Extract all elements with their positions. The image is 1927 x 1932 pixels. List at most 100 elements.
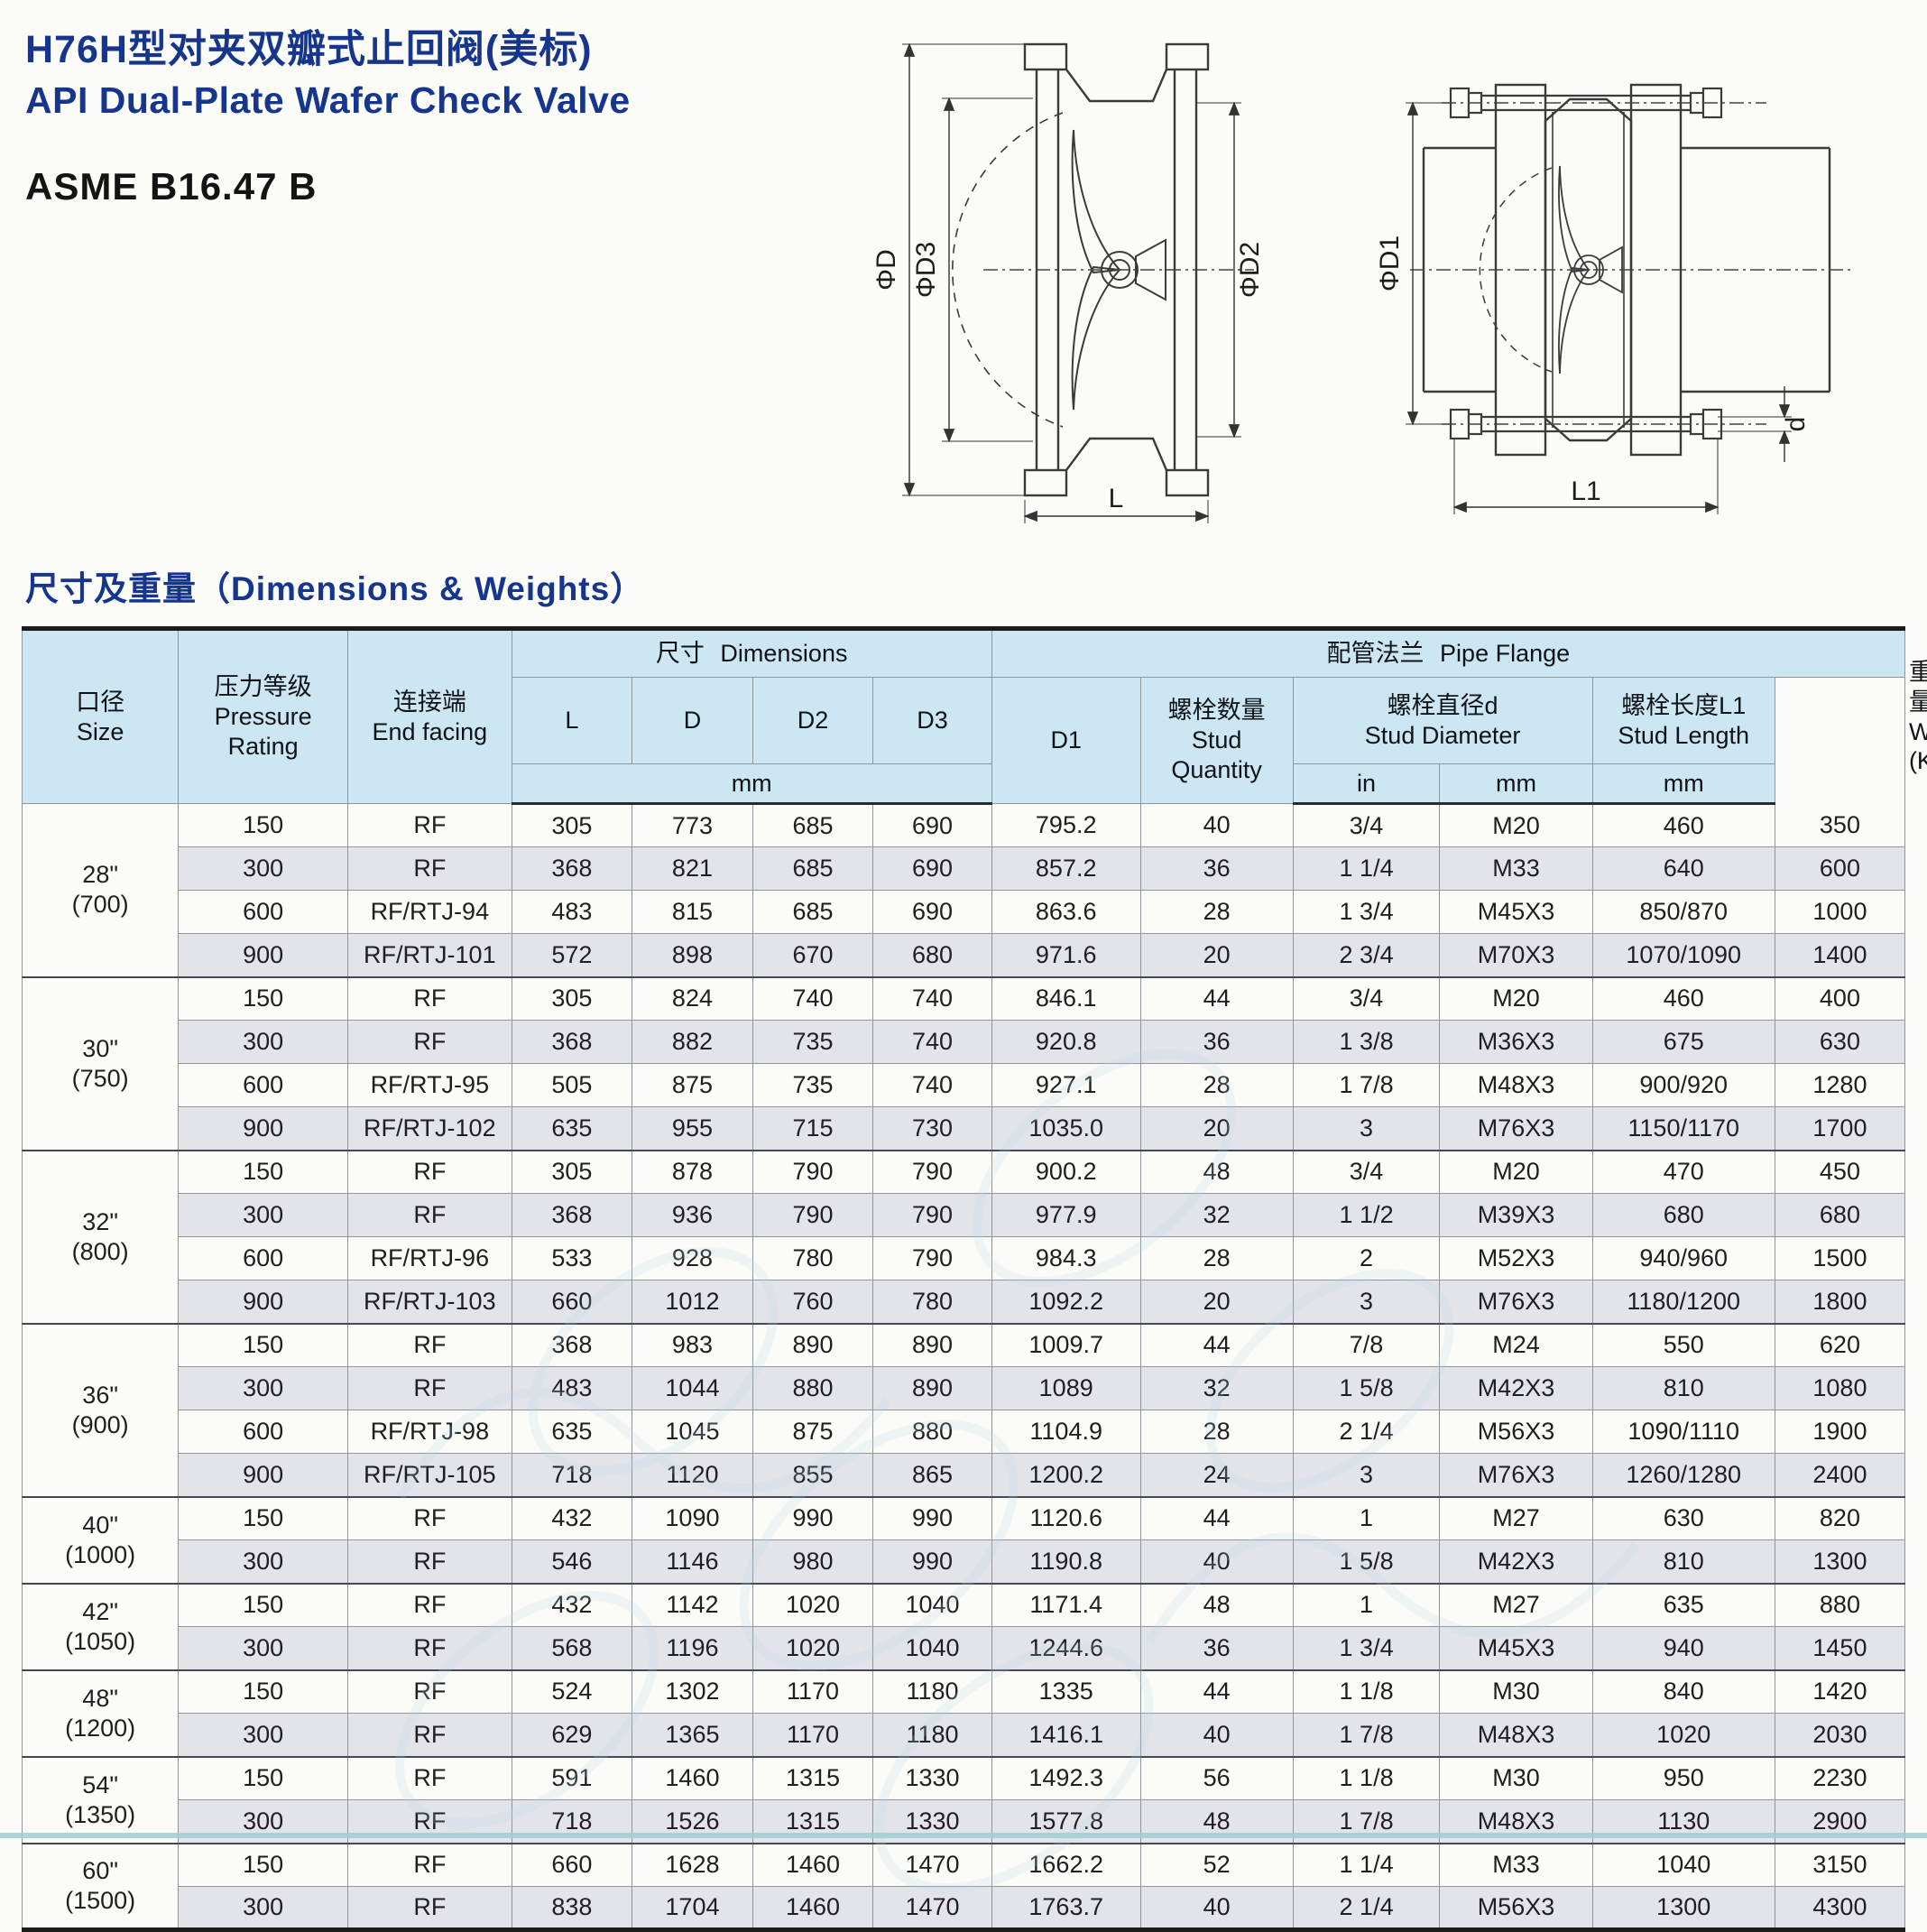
cell-pressure-rating: 900 — [179, 1107, 348, 1151]
pipe-flange-group-zh: 配管法兰 — [1327, 640, 1425, 667]
col-header-D: D — [632, 678, 753, 764]
cell-end-facing: RF — [348, 977, 512, 1021]
dim-label-L1: L1 — [1571, 476, 1600, 506]
cell-stud-length: 940/960 — [1592, 1237, 1775, 1280]
cell-D1: 920.8 — [991, 1021, 1140, 1064]
section-heading: 尺寸及重量（Dimensions & Weights） — [25, 561, 1905, 610]
cell-stud-quantity: 44 — [1140, 1670, 1293, 1714]
cell-end-facing: RF — [348, 1021, 512, 1064]
cell-stud-length: 675 — [1592, 1021, 1775, 1064]
cell-stud-length: 630 — [1592, 1497, 1775, 1540]
cell-stud-length: 850/870 — [1592, 891, 1775, 934]
cell-D1: 857.2 — [991, 847, 1140, 891]
cell-stud-diameter-mm: M76X3 — [1440, 1107, 1592, 1151]
cell-stud-length: 950 — [1592, 1757, 1775, 1800]
stud-length-zh: 螺栓长度L1 — [1597, 691, 1771, 721]
cell-D2: 760 — [752, 1280, 873, 1324]
cell-L: 572 — [512, 934, 632, 977]
cell-stud-diameter-mm: M48X3 — [1440, 1714, 1592, 1757]
cell-stud-length: 550 — [1592, 1324, 1775, 1367]
cell-weight: 880 — [1775, 1584, 1904, 1627]
stud-quantity-zh: 螺栓数量 — [1145, 696, 1289, 726]
cell-stud-diameter-in: 1 1/4 — [1293, 1844, 1440, 1887]
stud-diameter-zh: 螺栓直径d — [1297, 691, 1589, 721]
cell-stud-quantity: 28 — [1140, 1064, 1293, 1107]
cell-L: 546 — [512, 1540, 632, 1584]
cell-stud-length: 810 — [1592, 1540, 1775, 1584]
cell-D2: 875 — [752, 1410, 873, 1454]
cell-stud-length: 1040 — [1592, 1844, 1775, 1887]
cell-D1: 863.6 — [991, 891, 1140, 934]
cell-end-facing: RF/RTJ-98 — [348, 1410, 512, 1454]
cell-D: 875 — [632, 1064, 753, 1107]
col-header-size-en: Size — [26, 717, 174, 747]
dim-label-d: d — [1781, 417, 1811, 432]
cell-pressure-rating: 150 — [179, 1324, 348, 1367]
cell-D: 821 — [632, 847, 753, 891]
cell-D: 1302 — [632, 1670, 753, 1714]
cell-D2: 1170 — [752, 1714, 873, 1757]
cell-stud-diameter-mm: M20 — [1440, 977, 1592, 1021]
cell-D: 1628 — [632, 1844, 753, 1887]
cell-stud-quantity: 28 — [1140, 891, 1293, 934]
cell-L: 568 — [512, 1627, 632, 1670]
cell-D3: 740 — [873, 1064, 991, 1107]
cell-stud-diameter-mm: M27 — [1440, 1497, 1592, 1540]
cell-end-facing: RF/RTJ-105 — [348, 1454, 512, 1497]
cell-stud-length: 470 — [1592, 1151, 1775, 1194]
cell-end-facing: RF/RTJ-101 — [348, 934, 512, 977]
cell-D: 928 — [632, 1237, 753, 1280]
cell-end-facing: RF — [348, 804, 512, 847]
cell-stud-quantity: 56 — [1140, 1757, 1293, 1800]
cell-D: 773 — [632, 804, 753, 847]
cell-L: 629 — [512, 1714, 632, 1757]
cell-stud-diameter-mm: M52X3 — [1440, 1237, 1592, 1280]
cell-pressure-rating: 300 — [179, 1714, 348, 1757]
cell-stud-quantity: 20 — [1140, 1107, 1293, 1151]
cell-pressure-rating: 150 — [179, 804, 348, 847]
cell-D2: 1170 — [752, 1670, 873, 1714]
cell-weight: 1400 — [1775, 934, 1904, 977]
cell-D: 955 — [632, 1107, 753, 1151]
cell-stud-length: 680 — [1592, 1194, 1775, 1237]
cell-stud-diameter-mm: M20 — [1440, 804, 1592, 847]
cell-D: 1012 — [632, 1280, 753, 1324]
cell-D: 1090 — [632, 1497, 753, 1540]
col-header-pipe-flange-group: 配管法兰 Pipe Flange — [991, 629, 1904, 678]
cell-D1: 1200.2 — [991, 1454, 1140, 1497]
cell-end-facing: RF/RTJ-103 — [348, 1280, 512, 1324]
cell-size: 36"(900) — [23, 1324, 179, 1497]
col-header-D3: D3 — [873, 678, 991, 764]
cell-stud-quantity: 36 — [1140, 1627, 1293, 1670]
cell-D3: 890 — [873, 1367, 991, 1410]
col-header-pressure-rating: 压力等级 Pressure Rating — [179, 629, 348, 804]
cell-stud-quantity: 28 — [1140, 1410, 1293, 1454]
cell-L: 305 — [512, 804, 632, 847]
cell-D1: 977.9 — [991, 1194, 1140, 1237]
cell-D2: 670 — [752, 934, 873, 977]
cell-stud-diameter-mm: M30 — [1440, 1757, 1592, 1800]
cell-L: 483 — [512, 1367, 632, 1410]
unit-mm-stud-length: mm — [1592, 764, 1775, 804]
cell-D: 815 — [632, 891, 753, 934]
cell-D: 878 — [632, 1151, 753, 1194]
cell-L: 533 — [512, 1237, 632, 1280]
col-header-pressure-zh: 压力等级 — [182, 672, 344, 702]
cell-pressure-rating: 150 — [179, 1670, 348, 1714]
cell-stud-length: 640 — [1592, 847, 1775, 891]
cell-weight: 1000 — [1775, 891, 1904, 934]
col-header-stud-quantity: 螺栓数量 Stud Quantity — [1140, 678, 1293, 804]
cell-D3: 740 — [873, 1021, 991, 1064]
cell-stud-diameter-in: 3 — [1293, 1454, 1440, 1497]
cell-D1: 900.2 — [991, 1151, 1140, 1194]
cell-end-facing: RF — [348, 1757, 512, 1800]
cell-D1: 1335 — [991, 1670, 1140, 1714]
cell-stud-diameter-in: 3/4 — [1293, 804, 1440, 847]
size-inches: 28" — [26, 860, 174, 890]
dim-label-phi-d3: ΦD3 — [911, 242, 941, 298]
cell-pressure-rating: 600 — [179, 891, 348, 934]
cell-pressure-rating: 150 — [179, 1757, 348, 1800]
